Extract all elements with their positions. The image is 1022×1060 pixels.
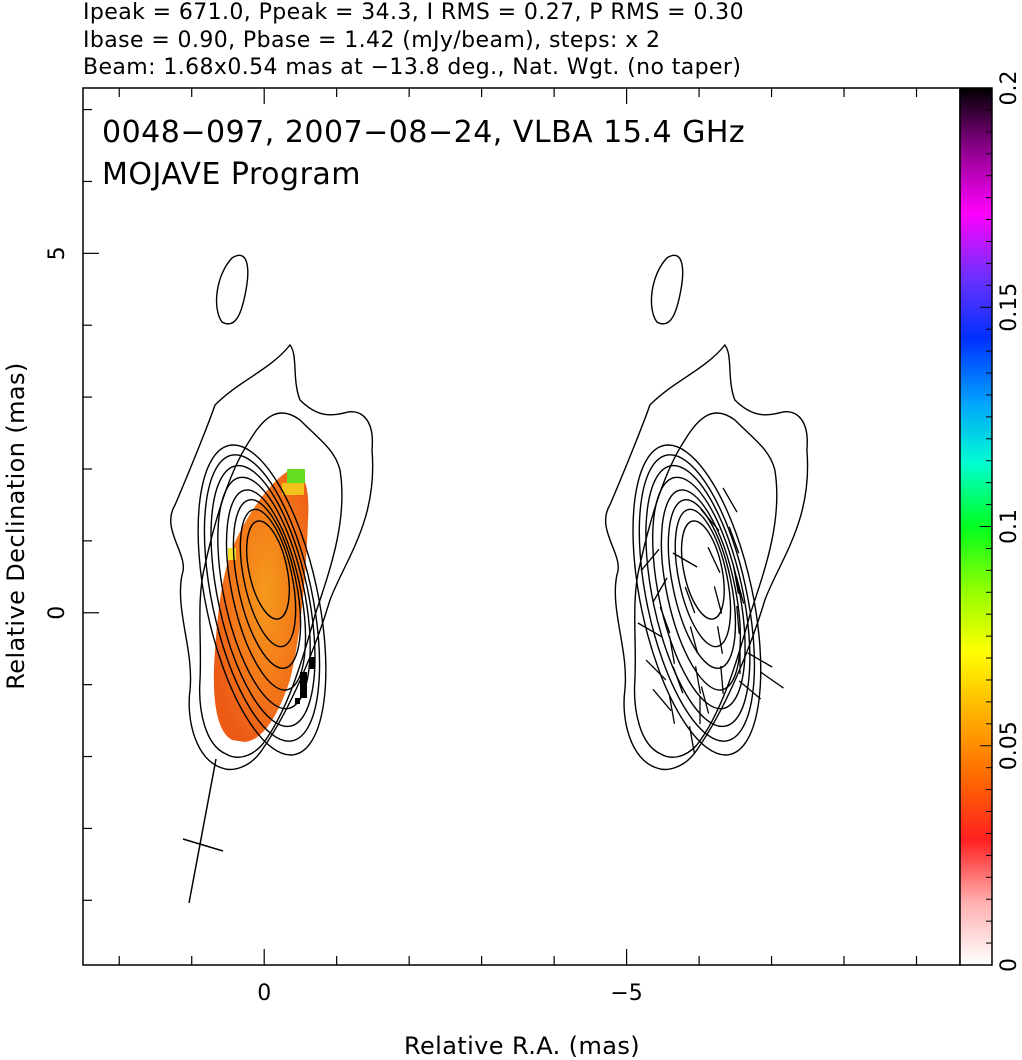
evpa-tick <box>668 636 676 664</box>
evpa-tick <box>713 586 723 614</box>
contour-ring <box>217 476 311 710</box>
beam-minor-axis <box>182 838 224 852</box>
fpol-marker <box>300 672 307 698</box>
beam-major-axis <box>188 758 217 904</box>
evpa-tick <box>652 577 668 603</box>
evpa-tick <box>747 652 773 668</box>
evpa-tick <box>672 552 698 568</box>
contour-panel <box>604 254 809 771</box>
y-tick-label: 0 <box>45 606 70 620</box>
evpa-tick <box>688 726 696 754</box>
map-title: 0048−097, 2007−08−24, VLBA 15.4 GHz <box>102 115 745 150</box>
colorbar: 0 0.05 0.1 0.15 0.2 <box>959 71 1022 972</box>
evpa-tick <box>760 671 784 689</box>
contour-level <box>633 412 778 758</box>
evpa-tick <box>694 666 702 694</box>
colorbar-tick-label: 0.1 <box>997 509 1022 544</box>
evpa-tick <box>736 605 740 635</box>
contour-ring <box>232 498 302 670</box>
colorbar-tick-label: 0.15 <box>997 283 1022 332</box>
evpa-tick <box>700 508 720 532</box>
beam-marker <box>182 758 224 904</box>
contour-ring <box>246 520 290 620</box>
fpol-pixel-mid <box>228 548 236 560</box>
evpa-tick <box>722 487 738 513</box>
contour-ring <box>225 489 307 691</box>
evpa-tick <box>637 622 663 638</box>
y-tick-label: 5 <box>45 246 70 260</box>
evpa-tick <box>672 666 684 694</box>
contour-ring <box>680 520 725 620</box>
evpa-tick <box>707 547 721 573</box>
contour-blob <box>215 254 249 325</box>
evpa-tick <box>689 626 699 654</box>
evpa-tick <box>720 665 724 695</box>
map-subtitle: MOJAVE Program <box>102 157 361 192</box>
evpa-tick <box>659 606 671 634</box>
evpa-tick <box>668 696 676 724</box>
axes: 0 −5 0 5 <box>45 88 918 1006</box>
contour-ring <box>632 444 762 756</box>
contour-blob <box>650 254 684 325</box>
contour-ring <box>660 489 742 691</box>
contour-ring <box>667 498 737 670</box>
evpa-tick <box>645 659 667 681</box>
contour-ring <box>638 454 756 742</box>
header-line-2: Ibase = 0.90, Pbase = 1.42 (mJy/beam), s… <box>83 28 660 53</box>
x-axis-label: Relative R.A. (mas) <box>404 1032 640 1060</box>
evpa-tick-layer <box>637 487 784 754</box>
fpol-marker <box>309 657 315 669</box>
evpa-tick <box>640 548 660 572</box>
evpa-tick <box>716 626 724 654</box>
fpol-pixel-high <box>287 469 305 483</box>
header-line-3: Beam: 1.68x0.54 mas at −13.8 deg., Nat. … <box>83 55 741 80</box>
colorbar-tick-label: 0 <box>997 958 1022 972</box>
evpa-tick <box>652 688 672 712</box>
x-tick-label: −5 <box>610 981 642 1006</box>
contour-ring <box>674 508 732 648</box>
contour-level <box>198 412 343 758</box>
contour-ring <box>203 454 321 742</box>
colorbar-tick-label: 0.05 <box>997 721 1022 770</box>
y-axis-label: Relative Declination (mas) <box>2 362 30 689</box>
evpa-tick <box>735 576 745 604</box>
colorbar-tick-label: 0.2 <box>997 71 1022 106</box>
header-line-1: Ipeak = 671.0, Ppeak = 34.3, I RMS = 0.2… <box>83 0 744 25</box>
evpa-tick <box>738 680 762 700</box>
contour-layer <box>170 254 809 771</box>
fpol-marker <box>295 698 300 704</box>
plot-area <box>170 254 809 904</box>
evpa-tick <box>684 586 696 614</box>
evpa-tick <box>732 566 740 594</box>
x-tick-label: 0 <box>257 981 271 1006</box>
colorbar-ticks: 0 0.05 0.1 0.15 0.2 <box>980 71 1022 972</box>
contour-ring <box>197 444 327 756</box>
contour-ring <box>645 464 751 728</box>
contour-ring <box>239 508 297 648</box>
fpol-pixel-mid <box>282 483 304 495</box>
evpa-tick <box>728 526 740 554</box>
contour-panel <box>170 254 374 771</box>
evpa-tick <box>700 686 710 714</box>
contour-ring <box>210 464 316 728</box>
